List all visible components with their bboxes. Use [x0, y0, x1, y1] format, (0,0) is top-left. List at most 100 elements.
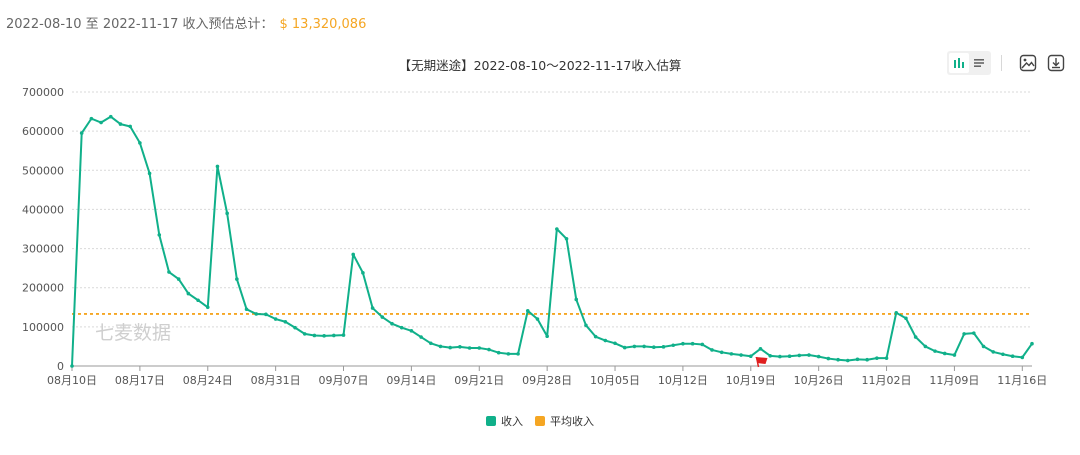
income-point[interactable] — [458, 345, 462, 349]
income-point[interactable] — [710, 348, 714, 352]
legend-item-average[interactable]: 平均收入 — [535, 413, 594, 429]
bar-chart-icon[interactable] — [949, 53, 969, 73]
list-icon[interactable] — [969, 53, 989, 73]
image-icon[interactable] — [1018, 53, 1038, 73]
income-point[interactable] — [778, 354, 782, 359]
income-point[interactable] — [1001, 352, 1005, 357]
income-point[interactable] — [729, 352, 734, 356]
income-point[interactable] — [361, 271, 365, 275]
income-point[interactable] — [671, 343, 676, 348]
income-point[interactable] — [972, 331, 976, 335]
income-point[interactable] — [254, 312, 259, 316]
income-point[interactable] — [399, 325, 404, 330]
income-point[interactable] — [380, 315, 385, 319]
income-point[interactable] — [787, 354, 792, 359]
income-point[interactable] — [690, 341, 695, 346]
income-point[interactable] — [739, 353, 743, 357]
income-point[interactable] — [312, 333, 317, 338]
income-point[interactable] — [176, 277, 181, 281]
income-point[interactable] — [845, 358, 850, 363]
income-point[interactable] — [370, 306, 375, 310]
income-point[interactable] — [855, 357, 860, 362]
income-point[interactable] — [264, 312, 268, 317]
income-point[interactable] — [991, 350, 996, 354]
income-point[interactable] — [167, 270, 171, 274]
event-flag-icon[interactable] — [755, 356, 768, 368]
income-point[interactable] — [622, 345, 627, 350]
income-point[interactable] — [1030, 341, 1034, 346]
income-point[interactable] — [467, 346, 472, 350]
income-point[interactable] — [613, 341, 617, 346]
income-point[interactable] — [147, 171, 152, 176]
income-point[interactable] — [525, 309, 530, 313]
income-point[interactable] — [341, 333, 346, 337]
income-point[interactable] — [438, 344, 443, 349]
income-point[interactable] — [99, 120, 103, 125]
income-point[interactable] — [428, 341, 433, 346]
income-point[interactable] — [555, 227, 559, 231]
income-point[interactable] — [351, 252, 356, 257]
income-point[interactable] — [574, 297, 579, 302]
income-point[interactable] — [506, 352, 511, 356]
income-point[interactable] — [632, 344, 637, 349]
income-point[interactable] — [593, 334, 598, 339]
income-point[interactable] — [186, 291, 191, 296]
income-point[interactable] — [894, 310, 899, 315]
income-point[interactable] — [719, 350, 724, 355]
income-point[interactable] — [758, 346, 763, 351]
income-point[interactable] — [584, 323, 588, 328]
income-point[interactable] — [89, 116, 94, 121]
income-point[interactable] — [826, 356, 831, 361]
income-point[interactable] — [516, 352, 520, 356]
income-point[interactable] — [225, 211, 229, 216]
income-point[interactable] — [108, 114, 113, 119]
income-point[interactable] — [942, 351, 947, 356]
income-point[interactable] — [157, 233, 162, 237]
income-point[interactable] — [118, 122, 123, 126]
income-point[interactable] — [545, 334, 549, 339]
income-point[interactable] — [652, 345, 656, 350]
income-point[interactable] — [661, 345, 666, 349]
income-point[interactable] — [952, 353, 957, 357]
income-point[interactable] — [477, 346, 482, 350]
income-point[interactable] — [70, 364, 74, 368]
income-point[interactable] — [273, 317, 278, 321]
income-point[interactable] — [807, 353, 811, 357]
income-point[interactable] — [816, 354, 821, 359]
income-point[interactable] — [923, 344, 928, 349]
income-point[interactable] — [419, 335, 423, 339]
income-point[interactable] — [797, 353, 802, 358]
income-point[interactable] — [700, 342, 705, 347]
income-point[interactable] — [283, 319, 288, 324]
income-point[interactable] — [535, 317, 540, 321]
income-point[interactable] — [904, 316, 908, 321]
income-point[interactable] — [390, 321, 394, 326]
income-point[interactable] — [681, 341, 685, 346]
income-point[interactable] — [128, 124, 132, 129]
income-point[interactable] — [79, 131, 84, 135]
income-point[interactable] — [768, 354, 772, 358]
income-point[interactable] — [244, 307, 249, 312]
income-point[interactable] — [138, 141, 142, 145]
income-point[interactable] — [196, 298, 200, 303]
income-point[interactable] — [332, 333, 336, 338]
income-point[interactable] — [1010, 354, 1015, 359]
legend-item-income[interactable]: 收入 — [486, 413, 523, 429]
income-point[interactable] — [642, 344, 646, 349]
income-point[interactable] — [913, 335, 918, 339]
income-point[interactable] — [409, 328, 414, 333]
income-point[interactable] — [1020, 355, 1025, 360]
income-point[interactable] — [748, 354, 753, 359]
income-point[interactable] — [933, 349, 937, 353]
income-point[interactable] — [865, 357, 869, 362]
income-point[interactable] — [293, 325, 297, 330]
income-point[interactable] — [487, 347, 491, 352]
income-point[interactable] — [884, 356, 889, 360]
income-point[interactable] — [875, 356, 879, 360]
income-point[interactable] — [496, 350, 501, 355]
income-point[interactable] — [205, 305, 210, 310]
income-point[interactable] — [962, 332, 966, 336]
income-point[interactable] — [981, 344, 986, 349]
income-point[interactable] — [235, 277, 239, 281]
income-point[interactable] — [448, 345, 452, 350]
